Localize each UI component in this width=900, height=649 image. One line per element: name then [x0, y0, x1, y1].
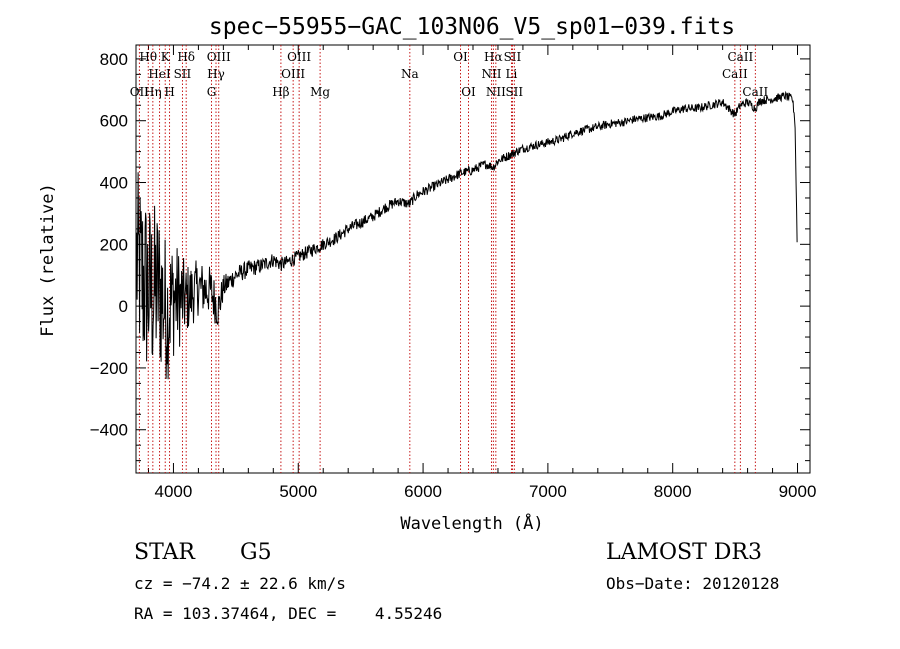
spectral-line-label: Hδ — [177, 50, 195, 64]
spectral-line-label: OIII — [287, 50, 311, 64]
coordinates: RA = 103.37464, DEC = 4.55246 — [134, 604, 443, 623]
y-tick-label: 400 — [100, 174, 128, 193]
spectral-line-label: SII — [505, 85, 523, 99]
spectral-line-label: K — [161, 50, 171, 64]
spectral-line-label: H — [164, 85, 174, 99]
spectral-line-label: CaII — [727, 50, 753, 64]
y-axis-label: Flux (relative) — [38, 183, 58, 337]
y-tick-label: −400 — [90, 421, 128, 440]
spectral-line-label: OIII — [207, 50, 231, 64]
x-tick-label: 7000 — [529, 482, 567, 501]
object-class: STAR — [134, 540, 195, 565]
redshift-velocity: cz = −74.2 ± 22.6 km/s — [134, 574, 346, 593]
observation-date: Obs−Date: 20120128 — [606, 574, 780, 593]
spectral-line-label: Hη — [144, 85, 162, 99]
x-tick-label: 4000 — [155, 482, 193, 501]
y-tick-label: −200 — [90, 359, 128, 378]
survey-name: LAMOST DR3 — [606, 540, 762, 565]
spectral-line-label: OII — [130, 85, 150, 99]
spectral-line-label: G — [207, 85, 217, 99]
spectrum-line — [136, 90, 798, 380]
plot-frame — [135, 44, 811, 474]
spectral-line-label: Hα — [484, 50, 503, 64]
spectral-line-label: Mg — [310, 85, 330, 99]
spectral-line-label: Hγ — [207, 67, 225, 81]
x-tick-label: 6000 — [404, 482, 442, 501]
spectral-line-label: OI — [453, 50, 468, 64]
x-axis-label: Wavelength (Å) — [400, 512, 543, 534]
x-tick-label: 8000 — [654, 482, 692, 501]
spectral-line-label: Hθ — [139, 50, 157, 64]
spectral-line-label: SII — [174, 67, 192, 81]
x-tick-label: 9000 — [779, 482, 817, 501]
object-subclass: G5 — [240, 540, 272, 565]
spectral-line-label: HeI — [148, 67, 171, 81]
spectral-line-label: NII — [486, 85, 506, 99]
spectral-line-label: Na — [401, 67, 419, 81]
spectral-line-label: SII — [504, 50, 522, 64]
spectral-line-label: Li — [506, 67, 518, 81]
plot-area: 4000 5000 6000 7000 8000 9000 800 600 400 200 0 −20… — [90, 44, 817, 501]
spectral-line-label: CaII — [742, 85, 768, 99]
spectral-line-label: Hβ — [272, 85, 289, 99]
spectral-line-label: OI — [461, 85, 476, 99]
spectral-line-label: NII — [481, 67, 501, 81]
spectral-line-label: OIII — [281, 67, 305, 81]
spectral-line-label: CaII — [722, 67, 748, 81]
x-tick-label: 5000 — [279, 482, 317, 501]
y-tick-label: 800 — [100, 50, 128, 69]
chart-title: spec−55955−GAC_103N06_V5_sp01−039.fits — [209, 14, 735, 40]
y-tick-label: 200 — [100, 235, 128, 254]
y-tick-label: 600 — [100, 112, 128, 131]
y-tick-label: 0 — [119, 297, 128, 316]
